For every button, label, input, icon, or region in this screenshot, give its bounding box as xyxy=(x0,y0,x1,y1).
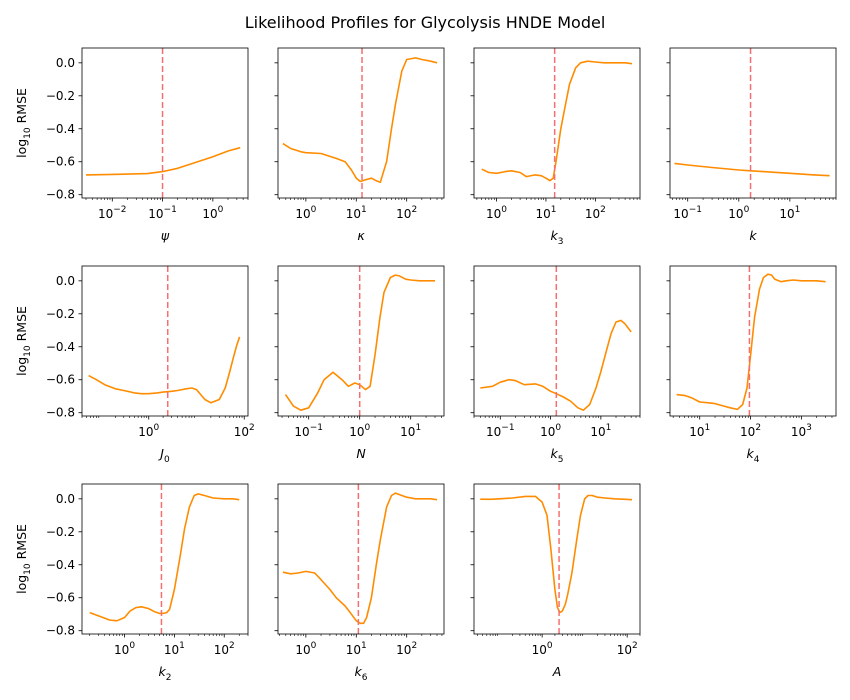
profile-line xyxy=(480,494,633,614)
axes-frame xyxy=(473,483,641,635)
x-axis-label: k xyxy=(749,228,757,243)
y-tick-label: −0.6 xyxy=(46,155,75,169)
axes-frame xyxy=(473,265,641,417)
axes-frame xyxy=(277,483,445,635)
x-tick-label: 100 xyxy=(114,641,135,657)
x-axis-label: k6 xyxy=(355,664,368,683)
y-tick-label: −0.4 xyxy=(46,340,75,354)
x-tick-label: 10−1 xyxy=(148,205,177,221)
subplot-grid: 0.0 −0.2 −0.4 −0.6 −0.8 10−2 10−1 100 ψ log10 RMS… xyxy=(14,47,837,683)
profile-line xyxy=(89,493,240,622)
x-tick-label: 100 xyxy=(486,205,507,221)
x-axis-label: A xyxy=(552,664,562,679)
x-axis-label: k2 xyxy=(159,664,172,683)
profile-line xyxy=(85,146,241,176)
x-tick-label: 102 xyxy=(396,205,417,221)
subplot-10: 100 102 A xyxy=(470,483,641,679)
subplot-2: 100 101 102 k3 xyxy=(470,47,641,247)
subplot-3: 10−1 100 101 k xyxy=(666,47,837,243)
y-axis-label: log10 RMSE xyxy=(14,306,33,376)
axes-frame xyxy=(669,265,837,417)
y-tick-label: −0.8 xyxy=(46,624,75,638)
x-tick-label: 101 xyxy=(689,423,710,439)
x-tick-label: 100 xyxy=(295,641,316,657)
profile-line xyxy=(674,162,830,177)
axes-frame xyxy=(277,265,445,417)
profile-line xyxy=(88,336,241,404)
x-tick-label: 102 xyxy=(585,205,606,221)
x-axis-label: k4 xyxy=(747,446,760,465)
y-tick-label: −0.6 xyxy=(46,373,75,387)
y-tick-label: −0.2 xyxy=(46,307,75,321)
x-tick-label: 101 xyxy=(346,205,367,221)
x-tick-label: 10−2 xyxy=(98,205,127,221)
subplot-9: 100 101 102 k6 xyxy=(274,483,445,683)
y-tick-label: −0.2 xyxy=(46,89,75,103)
y-tick-label: −0.4 xyxy=(46,122,75,136)
x-axis-label: N xyxy=(356,446,366,461)
x-tick-label: 102 xyxy=(617,641,638,657)
x-tick-label: 100 xyxy=(138,423,159,439)
profile-line xyxy=(284,274,435,412)
figure-title: Likelihood Profiles for Glycolysis HNDE … xyxy=(245,13,606,32)
x-tick-label: 100 xyxy=(202,205,223,221)
subplot-4: 0.0 −0.2 −0.4 −0.6 −0.8 100 102 J0 log10 RMSE xyxy=(14,265,255,465)
x-tick-label: 100 xyxy=(540,423,561,439)
x-tick-label: 10−1 xyxy=(486,423,515,439)
profile-line xyxy=(282,492,438,625)
x-tick-label: 100 xyxy=(728,205,749,221)
x-tick-label: 102 xyxy=(234,423,255,439)
subplot-8: 0.0 −0.2 −0.4 −0.6 −0.8 100 101 102 k2 log10 RMSE xyxy=(14,483,249,683)
subplot-6: 10−1 100 101 k5 xyxy=(470,265,641,465)
y-axis-label: log10 RMSE xyxy=(14,88,33,158)
y-axis-label: log10 RMSE xyxy=(14,524,33,594)
x-axis-label: κ xyxy=(357,228,365,243)
x-tick-label: 102 xyxy=(396,641,417,657)
x-tick-label: 101 xyxy=(346,641,367,657)
x-tick-label: 101 xyxy=(164,641,185,657)
x-tick-label: 103 xyxy=(791,423,812,439)
x-tick-label: 101 xyxy=(535,205,556,221)
profile-line xyxy=(480,319,632,412)
x-axis-label: ψ xyxy=(161,228,170,243)
x-tick-label: 102 xyxy=(740,423,761,439)
x-tick-label: 10−1 xyxy=(673,205,702,221)
y-tick-label: 0.0 xyxy=(56,274,75,288)
x-tick-label: 101 xyxy=(779,205,800,221)
x-axis-label: k5 xyxy=(551,446,564,465)
axes-frame xyxy=(669,47,837,199)
x-tick-label: 101 xyxy=(400,423,421,439)
y-tick-label: −0.8 xyxy=(46,188,75,202)
y-tick-label: −0.6 xyxy=(46,591,75,605)
x-axis-label: J0 xyxy=(157,446,170,465)
subplot-0: 0.0 −0.2 −0.4 −0.6 −0.8 10−2 10−1 100 ψ log10 RMS… xyxy=(14,47,249,243)
subplot-5: 10−1 100 101 N xyxy=(274,265,445,461)
y-tick-label: −0.8 xyxy=(46,406,75,420)
profile-line xyxy=(481,60,633,182)
axes-frame xyxy=(81,265,249,417)
x-tick-label: 102 xyxy=(214,641,235,657)
x-tick-label: 10−1 xyxy=(294,423,323,439)
x-tick-label: 100 xyxy=(349,423,370,439)
x-tick-label: 101 xyxy=(590,423,611,439)
subplot-7: 101 102 103 k4 xyxy=(666,265,837,465)
axes-frame xyxy=(473,47,641,199)
axes-frame xyxy=(277,47,445,199)
axes-frame xyxy=(81,483,249,635)
profile-line xyxy=(282,57,438,184)
y-tick-label: −0.2 xyxy=(46,525,75,539)
subplot-1: 100 101 102 κ xyxy=(274,47,445,243)
x-tick-label: 100 xyxy=(295,205,316,221)
profile-line xyxy=(676,273,826,411)
y-tick-label: 0.0 xyxy=(56,56,75,70)
y-tick-label: 0.0 xyxy=(56,492,75,506)
x-tick-label: 100 xyxy=(532,641,553,657)
y-tick-label: −0.4 xyxy=(46,558,75,572)
axes-frame xyxy=(81,47,249,199)
x-axis-label: k3 xyxy=(551,228,564,247)
